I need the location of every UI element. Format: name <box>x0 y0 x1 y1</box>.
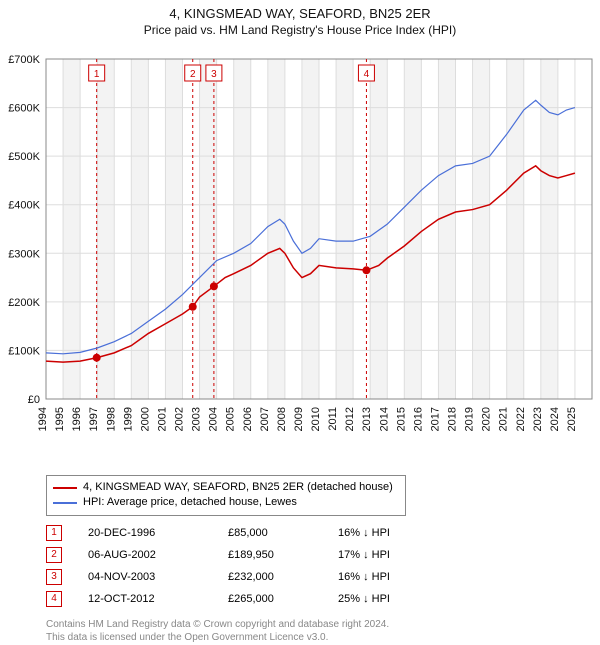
svg-text:2009: 2009 <box>293 407 305 431</box>
svg-text:£300K: £300K <box>8 248 40 260</box>
svg-text:2024: 2024 <box>549 407 561 431</box>
legend: 4, KINGSMEAD WAY, SEAFORD, BN25 2ER (det… <box>46 475 406 516</box>
sale-marker: 2 <box>46 547 62 563</box>
svg-text:2011: 2011 <box>327 407 339 431</box>
svg-text:2016: 2016 <box>412 407 424 431</box>
legend-swatch <box>53 502 77 504</box>
legend-swatch <box>53 487 77 489</box>
svg-text:2023: 2023 <box>532 407 544 431</box>
sale-row: 4 12-OCT-2012£265,00025% ↓ HPI <box>46 588 600 610</box>
sale-date: 04-NOV-2003 <box>88 571 228 583</box>
sale-marker: 1 <box>46 525 62 541</box>
svg-text:2007: 2007 <box>259 407 271 431</box>
svg-text:1997: 1997 <box>88 407 100 431</box>
svg-text:£700K: £700K <box>8 54 40 66</box>
sale-date: 12-OCT-2012 <box>88 593 228 605</box>
svg-text:2: 2 <box>190 69 196 80</box>
svg-text:£0: £0 <box>28 394 40 406</box>
legend-item: HPI: Average price, detached house, Lewe… <box>53 495 399 510</box>
svg-text:2014: 2014 <box>378 407 390 431</box>
sale-price: £189,950 <box>228 549 338 561</box>
sale-price: £232,000 <box>228 571 338 583</box>
svg-text:2015: 2015 <box>395 407 407 431</box>
svg-text:1994: 1994 <box>37 407 49 431</box>
svg-text:1: 1 <box>94 69 100 80</box>
svg-text:2025: 2025 <box>566 407 578 431</box>
svg-text:2018: 2018 <box>447 407 459 431</box>
sale-row: 1 20-DEC-1996£85,00016% ↓ HPI <box>46 522 600 544</box>
svg-text:£200K: £200K <box>8 297 40 309</box>
sale-price: £85,000 <box>228 527 338 539</box>
chart-svg: £0 £100K £200K £300K £400K £500K £600K £700K 199… <box>0 39 600 469</box>
svg-text:1995: 1995 <box>54 407 66 431</box>
svg-text:2003: 2003 <box>191 407 203 431</box>
sale-marker: 3 <box>46 569 62 585</box>
svg-text:£500K: £500K <box>8 151 40 163</box>
chart-title: 4, KINGSMEAD WAY, SEAFORD, BN25 2ER <box>0 6 600 21</box>
svg-text:2008: 2008 <box>276 407 288 431</box>
svg-text:2012: 2012 <box>344 407 356 431</box>
svg-text:1999: 1999 <box>122 407 134 431</box>
legend-label: HPI: Average price, detached house, Lewe… <box>83 495 297 510</box>
svg-text:3: 3 <box>211 69 217 80</box>
sale-delta: 25% ↓ HPI <box>338 593 438 605</box>
svg-text:2013: 2013 <box>361 407 373 431</box>
svg-text:2017: 2017 <box>429 407 441 431</box>
sale-delta: 17% ↓ HPI <box>338 549 438 561</box>
sale-row: 3 04-NOV-2003£232,00016% ↓ HPI <box>46 566 600 588</box>
svg-text:2002: 2002 <box>174 407 186 431</box>
svg-text:2004: 2004 <box>208 407 220 431</box>
footer-line-2: This data is licensed under the Open Gov… <box>46 631 600 645</box>
svg-text:2005: 2005 <box>225 407 237 431</box>
svg-text:1998: 1998 <box>105 407 117 431</box>
sale-delta: 16% ↓ HPI <box>338 527 438 539</box>
sale-date: 20-DEC-1996 <box>88 527 228 539</box>
svg-text:2022: 2022 <box>515 407 527 431</box>
sale-delta: 16% ↓ HPI <box>338 571 438 583</box>
svg-text:2020: 2020 <box>481 407 493 431</box>
svg-text:4: 4 <box>364 69 370 80</box>
svg-text:2000: 2000 <box>139 407 151 431</box>
svg-text:2001: 2001 <box>156 407 168 431</box>
svg-text:2006: 2006 <box>242 407 254 431</box>
sale-date: 06-AUG-2002 <box>88 549 228 561</box>
svg-text:£100K: £100K <box>8 345 40 357</box>
svg-text:2021: 2021 <box>498 407 510 431</box>
legend-item: 4, KINGSMEAD WAY, SEAFORD, BN25 2ER (det… <box>53 480 399 495</box>
footer-attribution: Contains HM Land Registry data © Crown c… <box>46 618 600 645</box>
sales-table: 120-DEC-1996£85,00016% ↓ HPI206-AUG-2002… <box>46 522 600 610</box>
svg-text:£400K: £400K <box>8 200 40 212</box>
legend-label: 4, KINGSMEAD WAY, SEAFORD, BN25 2ER (det… <box>83 480 393 495</box>
sale-marker: 4 <box>46 591 62 607</box>
sale-row: 2 06-AUG-2002£189,95017% ↓ HPI <box>46 544 600 566</box>
chart-subtitle: Price paid vs. HM Land Registry's House … <box>0 23 600 37</box>
svg-text:1996: 1996 <box>71 407 83 431</box>
chart-header: 4, KINGSMEAD WAY, SEAFORD, BN25 2ER Pric… <box>0 0 600 39</box>
svg-text:2019: 2019 <box>464 407 476 431</box>
svg-text:2010: 2010 <box>310 407 322 431</box>
chart-area: £0 £100K £200K £300K £400K £500K £600K £700K 199… <box>0 39 600 469</box>
svg-text:£600K: £600K <box>8 103 40 115</box>
sale-price: £265,000 <box>228 593 338 605</box>
